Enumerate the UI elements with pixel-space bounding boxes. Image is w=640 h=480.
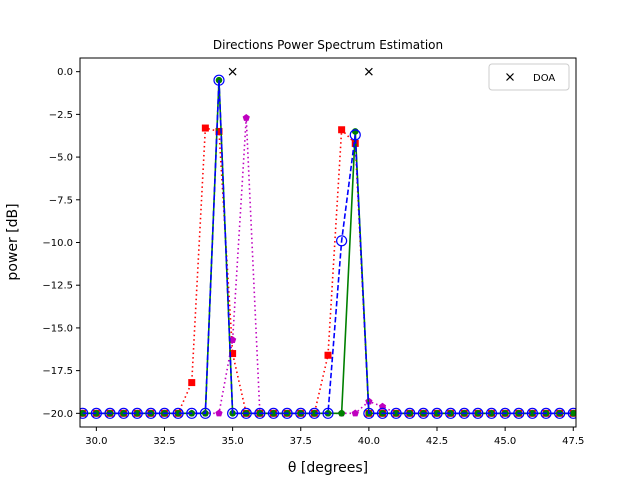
data-point bbox=[188, 379, 196, 387]
data-point bbox=[485, 407, 498, 419]
y-axis: 0.0 −2.5 −5.0 −7.5 −10.0 −12.5 −15.0 −17.5 −20.0 bbox=[42, 67, 80, 420]
data-point bbox=[567, 407, 576, 419]
data-point bbox=[499, 407, 511, 419]
legend-doa-marker bbox=[506, 73, 514, 81]
data-point bbox=[338, 126, 346, 134]
data-point bbox=[213, 74, 225, 86]
x-tick-label: 47.5 bbox=[562, 436, 584, 447]
data-point bbox=[513, 407, 525, 419]
data-point bbox=[308, 407, 320, 419]
x-tick-label: 30.0 bbox=[85, 436, 107, 447]
y-tick-label: −15.0 bbox=[42, 323, 73, 334]
x-tick-label: 45.0 bbox=[494, 436, 516, 447]
data-point bbox=[242, 113, 250, 121]
data-point bbox=[229, 350, 237, 358]
data-point bbox=[270, 410, 277, 417]
data-point bbox=[363, 407, 375, 419]
data-point bbox=[227, 407, 239, 419]
data-point bbox=[201, 124, 209, 132]
x-tick-label: 40.0 bbox=[358, 436, 380, 447]
data-point bbox=[472, 407, 484, 419]
data-point bbox=[131, 407, 143, 419]
data-point bbox=[215, 127, 223, 135]
data-point bbox=[240, 407, 252, 419]
x-tick-label: 37.5 bbox=[290, 436, 312, 447]
data-point bbox=[104, 407, 116, 419]
x-tick-label: 42.5 bbox=[426, 436, 448, 447]
data-point bbox=[311, 410, 318, 417]
series-layer bbox=[80, 74, 576, 419]
data-point bbox=[174, 410, 182, 417]
data-point bbox=[229, 336, 237, 343]
y-tick-label: −10.0 bbox=[42, 238, 73, 249]
y-tick-label: −7.5 bbox=[49, 195, 73, 206]
data-point bbox=[322, 407, 334, 419]
data-point bbox=[526, 407, 538, 419]
data-point bbox=[281, 407, 293, 419]
chart-title: Directions Power Spectrum Estimation bbox=[213, 38, 443, 52]
data-point bbox=[336, 235, 348, 247]
doa-marker bbox=[228, 67, 237, 76]
data-point bbox=[118, 407, 130, 419]
data-point bbox=[267, 407, 280, 419]
x-axis-label: θ [degrees] bbox=[288, 460, 368, 476]
data-point bbox=[254, 407, 266, 419]
data-point bbox=[431, 407, 443, 419]
y-tick-label: −20.0 bbox=[42, 409, 73, 420]
data-point bbox=[158, 407, 171, 419]
data-point bbox=[324, 351, 332, 359]
x-tick-label: 32.5 bbox=[153, 436, 175, 447]
data-point bbox=[186, 407, 198, 419]
data-point bbox=[90, 407, 102, 419]
legend: DOA bbox=[488, 63, 570, 91]
data-point bbox=[390, 407, 402, 419]
series-line bbox=[82, 80, 574, 415]
data-point bbox=[554, 407, 566, 419]
data-point bbox=[378, 402, 387, 410]
legend-doa-label: DOA bbox=[533, 73, 555, 84]
data-point bbox=[93, 410, 100, 417]
data-point bbox=[404, 407, 416, 419]
data-point bbox=[338, 410, 345, 417]
x-tick-label: 35.0 bbox=[221, 436, 243, 447]
data-point bbox=[417, 407, 429, 419]
y-tick-label: −17.5 bbox=[42, 366, 73, 377]
data-point bbox=[376, 407, 389, 419]
data-point bbox=[351, 409, 359, 417]
data-point bbox=[351, 128, 359, 135]
data-point bbox=[458, 407, 470, 419]
y-tick-label: −12.5 bbox=[42, 281, 73, 292]
y-tick-label: 0.0 bbox=[57, 67, 73, 78]
data-point bbox=[199, 407, 211, 419]
data-point bbox=[529, 410, 536, 417]
y-tick-label: −5.0 bbox=[49, 153, 73, 164]
x-axis: 30.0 32.5 35.0 37.5 40.0 42.5 45.0 47.5 bbox=[85, 427, 584, 447]
y-axis-label: power [dB] bbox=[5, 203, 21, 280]
data-point bbox=[295, 407, 307, 419]
data-point bbox=[569, 410, 576, 417]
data-point bbox=[433, 410, 441, 417]
data-point bbox=[172, 407, 184, 419]
data-point bbox=[133, 410, 141, 417]
y-tick-label: −2.5 bbox=[49, 110, 73, 121]
data-point bbox=[540, 407, 552, 419]
data-point bbox=[349, 129, 361, 141]
doa-layer bbox=[228, 67, 373, 76]
data-point bbox=[80, 407, 89, 419]
data-point bbox=[215, 409, 223, 417]
legend-box bbox=[488, 63, 570, 91]
doa-marker bbox=[364, 67, 373, 76]
data-point bbox=[445, 407, 457, 419]
data-point bbox=[488, 410, 495, 417]
doa-legend-x bbox=[506, 73, 514, 81]
series-4 bbox=[80, 74, 576, 419]
data-point bbox=[392, 410, 400, 417]
data-point bbox=[145, 407, 157, 419]
